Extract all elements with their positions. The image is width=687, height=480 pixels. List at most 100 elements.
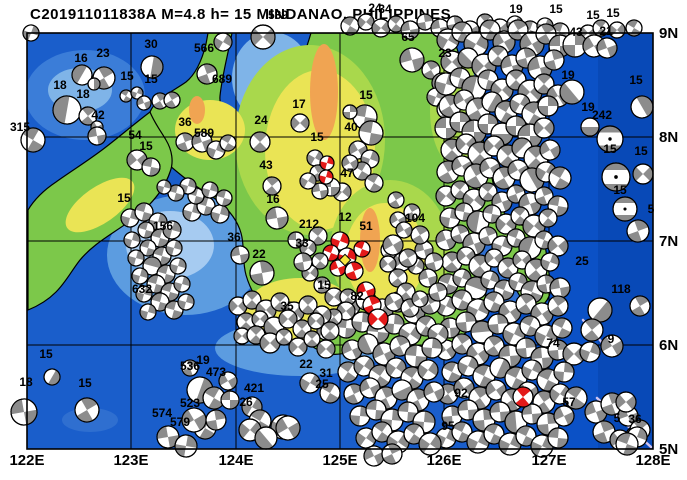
depth-label: 15 (317, 278, 331, 292)
focal-mechanism-beachball (319, 382, 341, 404)
depth-label: 15 (629, 73, 643, 87)
focal-mechanism-beachball (196, 63, 218, 85)
depth-label: 5 (648, 202, 655, 216)
depth-label: 57 (562, 395, 576, 409)
focal-mechanism-beachball (119, 89, 133, 103)
depth-label: 43 (259, 158, 273, 172)
depth-label: 15 (117, 191, 131, 205)
focal-mechanism-beachball (629, 295, 651, 317)
depth-label: 18 (53, 78, 67, 92)
focal-mechanism-beachball (487, 313, 509, 335)
focal-mechanism-beachball (130, 86, 144, 100)
focal-mechanism-beachball (169, 257, 187, 275)
focal-mechanism-beachball (505, 69, 527, 91)
focal-mechanism-beachball (162, 220, 182, 240)
depth-label: 473 (206, 365, 226, 379)
focal-mechanism-beachball (553, 405, 575, 427)
focal-mechanism-beachball (182, 202, 202, 222)
focal-mechanism-beachball (387, 15, 405, 33)
focal-mechanism-red (353, 240, 371, 258)
lon-axis-label: 122E (9, 452, 44, 469)
focal-mechanism-beachball (549, 277, 571, 299)
epicenter-diamond (338, 253, 352, 267)
focal-mechanism-beachball (562, 342, 586, 366)
focal-mechanism-beachball (290, 113, 310, 133)
focal-mechanism-beachball (177, 293, 195, 311)
depth-label: 242 (592, 108, 612, 122)
depth-label: 523 (180, 396, 200, 410)
depth-label: 15 (606, 6, 620, 20)
depth-label: 23 (438, 46, 452, 60)
depth-label: 95 (441, 419, 455, 433)
focal-mechanism-beachball (218, 371, 238, 391)
focal-mechanism-beachball (233, 327, 251, 345)
depth-label: 17 (292, 97, 306, 111)
focal-mechanism-beachball (511, 137, 533, 159)
depth-label: 15 (549, 2, 563, 16)
focal-mechanism-beachball (213, 32, 233, 52)
focal-mechanism-beachball (359, 377, 381, 399)
focal-mechanism-beachball (451, 333, 473, 355)
depth-label: 118 (611, 282, 631, 296)
lat-axis-label: 9N (659, 25, 678, 42)
lon-axis-label: 127E (531, 452, 566, 469)
depth-label: 18 (19, 375, 33, 389)
focal-mechanism-beachball (254, 426, 278, 450)
depth-label: 15 (78, 376, 92, 390)
depth-label: 51 (359, 219, 373, 233)
focal-mechanism-beachball (298, 295, 318, 315)
focal-mechanism-beachball (251, 310, 269, 328)
focal-mechanism-beachball (364, 173, 384, 193)
focal-mechanism-beachball (457, 399, 479, 421)
focal-mechanism-beachball (515, 293, 537, 315)
focal-mechanism-beachball (410, 225, 430, 245)
depth-label: 579 (170, 415, 190, 429)
focal-mechanism-beachball (540, 252, 560, 272)
lat-axis-label: 8N (659, 129, 678, 146)
focal-mechanism-beachball (342, 104, 358, 120)
focal-mechanism-beachball (230, 245, 250, 265)
depth-label: 16 (74, 51, 88, 65)
focal-mechanism-beachball (489, 401, 511, 423)
focal-mechanism-beachball (519, 315, 541, 337)
focal-mechanism-beachball (547, 427, 569, 449)
depth-label: 589 (194, 126, 214, 140)
focal-mechanism-beachball (382, 234, 404, 256)
focal-mechanism-beachball (87, 77, 101, 91)
focal-mechanism-beachball (421, 60, 441, 80)
focal-mechanism-beachball (539, 139, 561, 161)
focal-mechanism-beachball (559, 79, 585, 105)
focal-mechanism-beachball (228, 296, 248, 316)
depth-label: 566 (194, 41, 214, 55)
focal-mechanism-beachball (181, 407, 207, 433)
focal-mechanism-beachball (249, 260, 275, 286)
focal-mechanism-beachball (337, 361, 359, 383)
depth-label: 33 (295, 236, 309, 250)
depth-label: 19 (581, 100, 595, 114)
focal-mechanism-beachball (303, 330, 321, 348)
focal-mechanism-beachball (536, 368, 560, 392)
focal-mechanism-beachball (220, 390, 240, 410)
focal-mechanism-beachball (136, 95, 152, 111)
depth-label: 15 (586, 8, 600, 22)
focal-mechanism-red (329, 259, 347, 277)
focal-mechanism-beachball (384, 292, 404, 312)
focal-mechanism-beachball (307, 312, 325, 330)
focal-mechanism-beachball (398, 248, 418, 268)
depth-label: 632 (132, 282, 152, 296)
depth-label: 19 (196, 353, 210, 367)
epicenter-marker (338, 253, 352, 267)
depth-label: 15 (634, 144, 648, 158)
focal-mechanism-beachball (538, 208, 558, 228)
lon-axis-label: 123E (113, 452, 148, 469)
depth-label: 689 (212, 72, 232, 86)
focal-mechanism-beachball (164, 300, 184, 320)
focal-mechanism-beachball (592, 420, 616, 444)
depth-label: 12 (338, 210, 352, 224)
focal-mechanism-beachball (630, 95, 654, 119)
focal-mechanism-beachball (357, 13, 375, 31)
focal-mechanism-beachball (341, 154, 359, 172)
focal-mechanism-beachball (547, 339, 569, 361)
focal-mechanism-beachball (632, 163, 654, 185)
focal-mechanism-beachball (423, 381, 445, 403)
